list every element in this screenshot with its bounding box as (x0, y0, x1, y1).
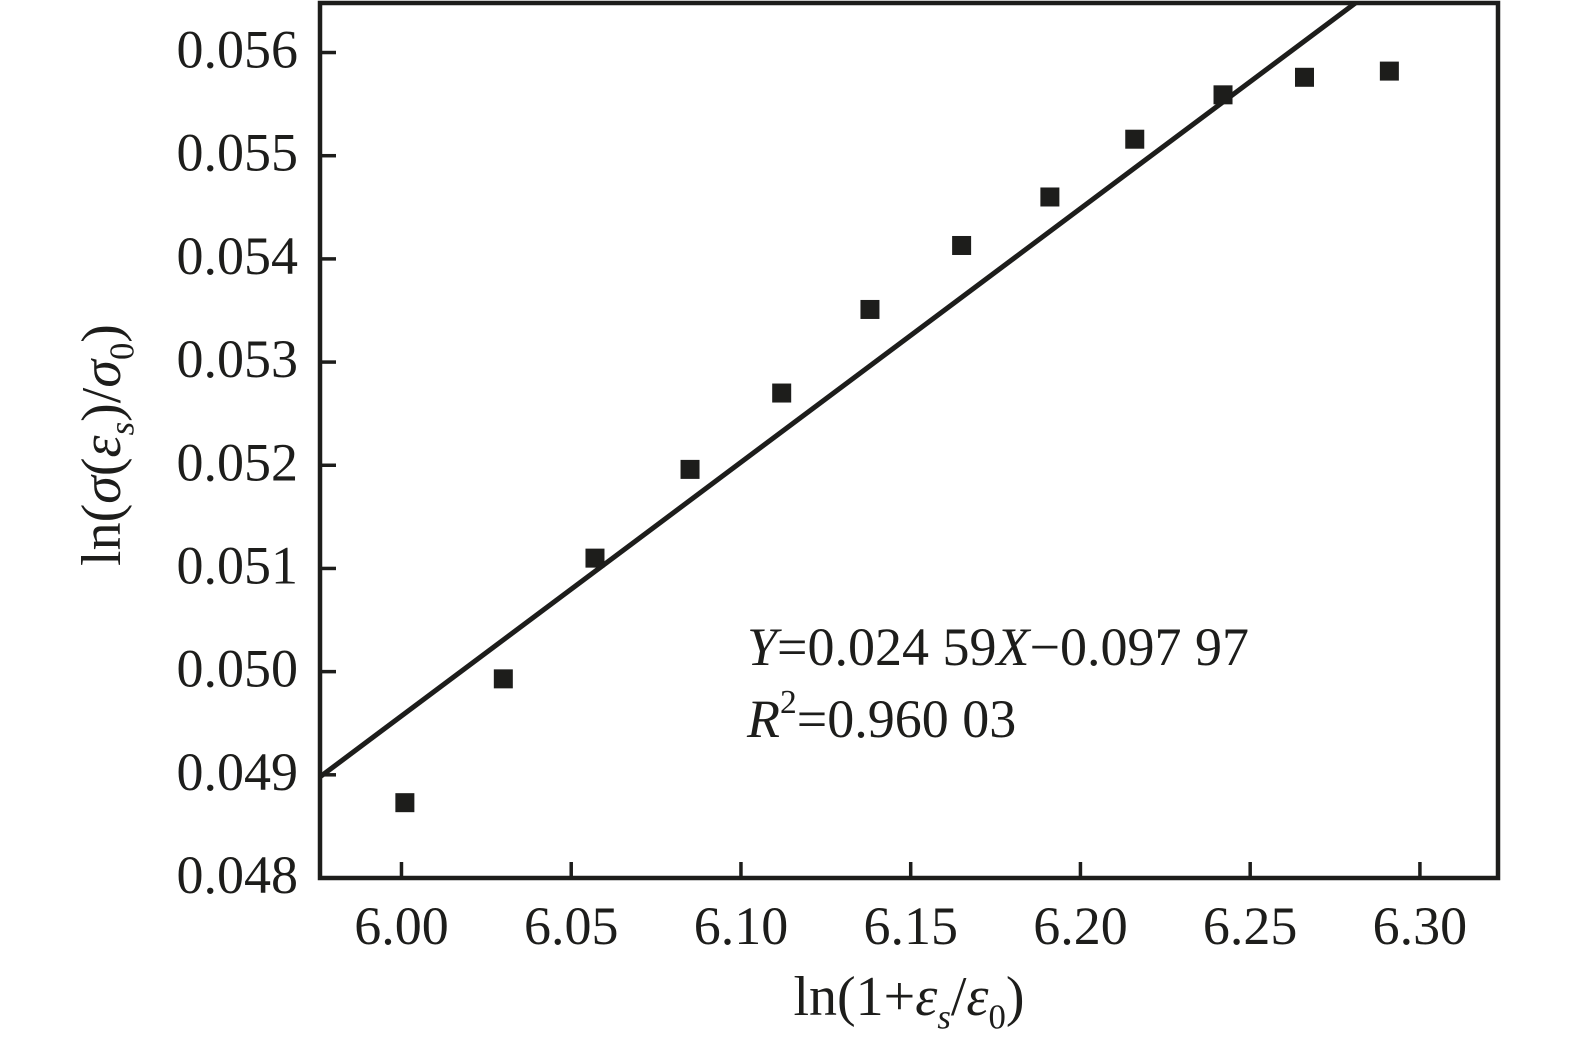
y-axis-tick-label: 0.050 (177, 639, 299, 699)
fit-line (318, 0, 1357, 779)
x-axis-tick-label: 6.20 (1033, 896, 1128, 956)
data-point-marker (1125, 129, 1145, 149)
plot-border (317, 0, 1501, 881)
x-axis-tick-label: 6.25 (1203, 896, 1298, 956)
y-axis-tick-label: 0.051 (177, 535, 299, 595)
y-axis-title: ln(σ(εs)/σ0) (71, 324, 141, 566)
data-point-marker (860, 299, 880, 319)
x-axis-title: ln(1+εs/ε0) (793, 966, 1024, 1036)
x-axis-tick-label: 6.10 (694, 896, 789, 956)
y-axis-tick-label: 0.049 (177, 742, 299, 802)
data-point-marker (1294, 67, 1314, 87)
y-axis-tick-label: 0.052 (177, 432, 299, 492)
x-axis-tick-label: 6.15 (863, 896, 958, 956)
data-point-marker (772, 383, 792, 403)
data-point-marker (952, 235, 972, 255)
data-point-marker (1040, 187, 1060, 207)
y-axis-tick-label: 0.056 (177, 20, 299, 80)
data-point-marker (585, 548, 605, 568)
data-point-marker (680, 459, 700, 479)
y-axis-tick-label: 0.054 (177, 226, 299, 286)
data-point-marker (1379, 61, 1399, 81)
y-axis-tick-label: 0.055 (177, 123, 299, 183)
r-squared-label: R2=0.960 03 (746, 684, 1016, 749)
x-axis-tick-label: 6.00 (354, 896, 449, 956)
fit-equation-label: Y=0.024 59X−0.097 97 (747, 617, 1249, 677)
x-axis-tick-label: 6.05 (524, 896, 619, 956)
data-point-marker (1213, 85, 1233, 105)
y-axis-tick-label: 0.053 (177, 329, 299, 389)
data-point-marker (493, 669, 513, 689)
data-point-marker (395, 793, 415, 813)
y-axis-tick-label: 0.048 (177, 845, 299, 905)
x-axis-tick-label: 6.30 (1373, 896, 1468, 956)
